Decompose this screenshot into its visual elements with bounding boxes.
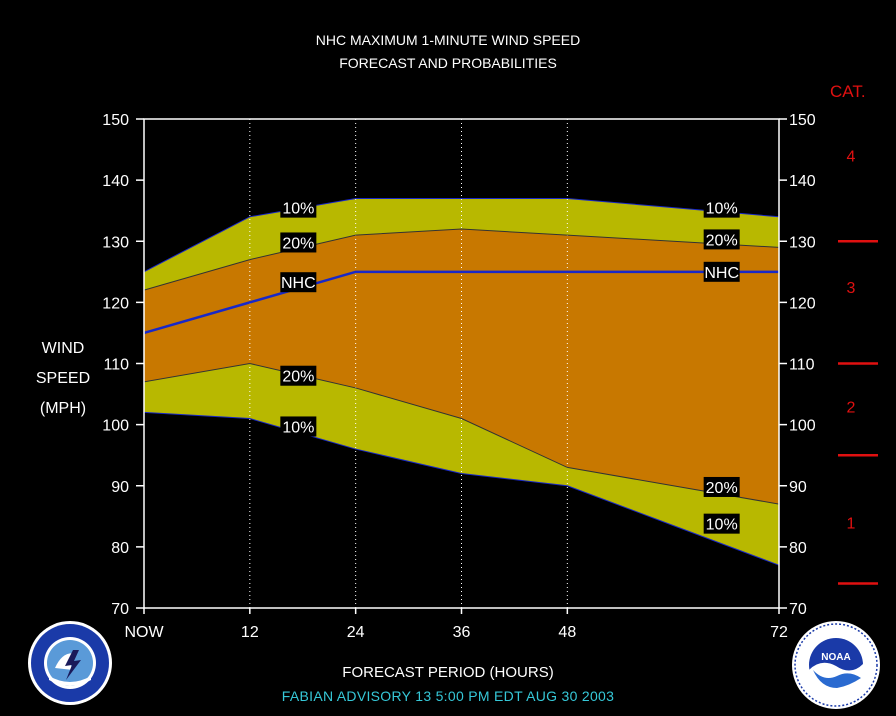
y-tick-label-right: 150 xyxy=(789,112,816,129)
inner-probability-band xyxy=(144,229,779,505)
y-tick-label-left: 70 xyxy=(111,601,129,618)
y-tick-label-left: 80 xyxy=(111,540,129,557)
y-tick-label-right: 90 xyxy=(789,479,807,496)
band-label: 10% xyxy=(706,517,738,534)
svg-text:NOAA: NOAA xyxy=(821,652,850,663)
y-tick-label-left: 100 xyxy=(102,418,129,435)
x-tick-label: 24 xyxy=(347,624,365,641)
y-tick-label-right: 100 xyxy=(789,418,816,435)
band-label-box xyxy=(703,513,740,534)
y-axis-label-3: (MPH) xyxy=(39,400,87,417)
category-title: CAT. xyxy=(830,82,866,101)
y-tick-label-left: 120 xyxy=(102,295,129,312)
band-label-box xyxy=(703,261,740,282)
category-label: 1 xyxy=(847,515,856,532)
category-label: 4 xyxy=(847,149,856,166)
nws-logo-icon xyxy=(28,621,112,705)
band-label: 20% xyxy=(282,235,314,252)
x-tick-label: 12 xyxy=(241,624,259,641)
y-tick-label-left: 140 xyxy=(102,173,129,190)
y-tick-label-left: 110 xyxy=(103,357,129,374)
lower-20pct-line xyxy=(143,362,780,505)
band-label: 20% xyxy=(282,369,314,386)
y-tick-label-left: 150 xyxy=(102,112,129,129)
lower-10pct-line xyxy=(143,411,780,566)
y-tick-label-left: 90 xyxy=(111,479,129,496)
band-label-box xyxy=(703,476,740,497)
band-label-box xyxy=(280,365,317,386)
y-tick-label-right: 70 xyxy=(789,601,807,618)
band-label-box xyxy=(280,272,317,293)
band-label: 10% xyxy=(282,201,314,218)
x-tick-label: 48 xyxy=(558,624,576,641)
nhc-forecast-line xyxy=(143,270,779,335)
chart-subtitle: FORECAST AND PROBABILITIES xyxy=(339,55,557,71)
y-axis-label-1: WIND xyxy=(41,340,85,357)
y-tick-label-right: 120 xyxy=(789,295,816,312)
band-label-box xyxy=(280,197,317,218)
band-label: NHC xyxy=(704,265,739,282)
advisory-text: FABIAN ADVISORY 13 5:00 PM EDT AUG 30 20… xyxy=(281,688,615,704)
category-label: 2 xyxy=(847,399,856,416)
y-tick-label-left: 130 xyxy=(102,234,129,251)
y-axis-label-2: SPEED xyxy=(35,370,91,387)
band-label-box xyxy=(280,416,317,437)
upper-10pct-line xyxy=(143,197,780,273)
x-tick-label: 72 xyxy=(770,624,788,641)
y-tick-label-right: 140 xyxy=(789,173,816,190)
y-tick-label-right: 80 xyxy=(789,540,807,557)
band-label-box xyxy=(703,197,740,218)
x-tick-label: NOW xyxy=(124,624,164,641)
upper-20pct-line xyxy=(143,228,780,291)
x-axis-label: FORECAST PERIOD (HOURS) xyxy=(342,664,554,681)
band-label: NHC xyxy=(281,275,316,292)
chart-title: NHC MAXIMUM 1-MINUTE WIND SPEED xyxy=(315,32,581,48)
band-label-box xyxy=(280,232,317,253)
noaa-logo-icon: NOAA xyxy=(792,621,880,709)
band-label: 10% xyxy=(706,201,738,218)
band-label-box xyxy=(703,229,740,250)
x-tick-label: 36 xyxy=(453,624,471,641)
band-label: 10% xyxy=(282,419,314,436)
category-label: 3 xyxy=(847,280,856,297)
y-tick-label-right: 110 xyxy=(789,357,815,374)
y-tick-label-right: 130 xyxy=(789,234,816,251)
band-label: 20% xyxy=(706,232,738,249)
band-label: 20% xyxy=(706,480,738,497)
